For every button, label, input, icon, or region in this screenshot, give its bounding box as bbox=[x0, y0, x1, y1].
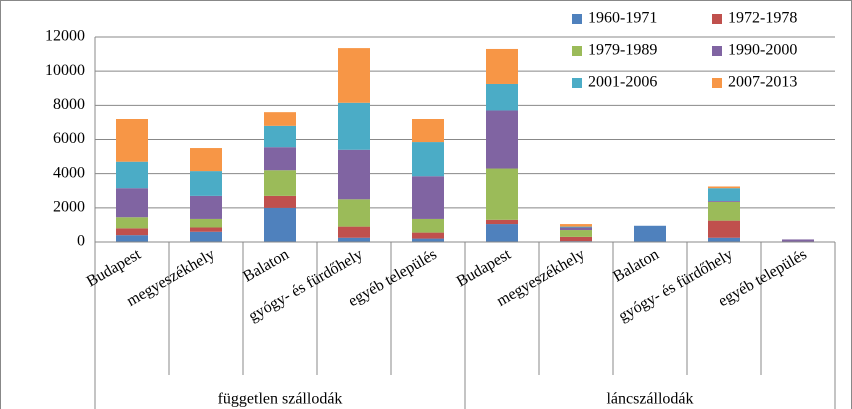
bar-segment bbox=[412, 238, 444, 242]
bar-segment bbox=[338, 237, 370, 242]
legend-swatch bbox=[572, 14, 582, 24]
bar-segment bbox=[412, 232, 444, 239]
legend-swatch bbox=[572, 78, 582, 88]
bar-segment bbox=[486, 83, 518, 111]
bar-segment bbox=[116, 161, 148, 189]
bar-segment bbox=[338, 102, 370, 150]
bar-segment bbox=[634, 225, 666, 242]
bar-segment bbox=[560, 224, 592, 227]
x-tick-label: Balaton bbox=[240, 246, 292, 286]
bar-segment bbox=[486, 48, 518, 84]
legend-label: 2007-2013 bbox=[728, 74, 797, 91]
bar-segment bbox=[190, 171, 222, 196]
legend-label: 2001-2006 bbox=[588, 74, 657, 91]
bar-segment bbox=[412, 176, 444, 219]
legend-label: 1990-2000 bbox=[728, 42, 797, 59]
bar-segment bbox=[338, 199, 370, 227]
bar-segment bbox=[412, 119, 444, 143]
bar-segment bbox=[116, 217, 148, 229]
x-tick-label: Budapest bbox=[84, 246, 145, 291]
bar-segment bbox=[190, 227, 222, 232]
bar-segment bbox=[708, 220, 740, 238]
bar-segment bbox=[708, 186, 740, 189]
legend-label: 1972-1978 bbox=[728, 10, 797, 27]
y-tick-label: 4000 bbox=[53, 164, 85, 181]
legend-label: 1979-1989 bbox=[588, 42, 657, 59]
bar-segment bbox=[264, 195, 296, 208]
y-tick-label: 8000 bbox=[53, 96, 85, 113]
bar-segment bbox=[116, 235, 148, 242]
bar-segment bbox=[264, 147, 296, 171]
legend-swatch bbox=[572, 46, 582, 56]
bar-segment bbox=[560, 236, 592, 242]
bar-segment bbox=[338, 149, 370, 200]
bar-segment bbox=[412, 218, 444, 233]
bar-segment bbox=[264, 112, 296, 126]
bar-segment bbox=[264, 170, 296, 196]
bar-segment bbox=[486, 110, 518, 169]
bar-segment bbox=[264, 125, 296, 148]
bar-segment bbox=[190, 231, 222, 242]
bar-segment bbox=[486, 219, 518, 225]
legend-label: 1960-1971 bbox=[588, 10, 657, 27]
bar-segment bbox=[708, 237, 740, 242]
legend-swatch bbox=[712, 46, 722, 56]
bar-segment bbox=[116, 228, 148, 236]
y-tick-label: 12000 bbox=[45, 28, 85, 45]
x-tick-label: Budapest bbox=[454, 246, 515, 291]
bar-segment bbox=[116, 119, 148, 162]
bar-segment bbox=[338, 226, 370, 238]
bar-segment bbox=[264, 207, 296, 242]
bar-segment bbox=[190, 195, 222, 219]
y-tick-label: 0 bbox=[77, 233, 85, 250]
bar-segment bbox=[708, 188, 740, 201]
legend-swatch bbox=[712, 78, 722, 88]
y-tick-label: 6000 bbox=[53, 130, 85, 147]
bar-segment bbox=[708, 201, 740, 221]
bar-segment bbox=[338, 48, 370, 103]
bar-segment bbox=[190, 218, 222, 228]
bar-segment bbox=[708, 201, 740, 202]
x-tick-label: Balaton bbox=[610, 246, 662, 286]
bar-segment bbox=[486, 224, 518, 242]
bar-segment bbox=[560, 230, 592, 237]
bar-segment bbox=[560, 226, 592, 228]
bar-segment bbox=[782, 239, 814, 242]
bar-segment bbox=[116, 188, 148, 218]
group-label: láncszállodák bbox=[606, 391, 693, 408]
bar-segment bbox=[560, 227, 592, 231]
group-label: független szállodák bbox=[218, 391, 343, 408]
y-tick-label: 2000 bbox=[53, 199, 85, 216]
y-tick-label: 10000 bbox=[45, 62, 85, 79]
legend-swatch bbox=[712, 14, 722, 24]
bar-segment bbox=[486, 168, 518, 220]
bar-segment bbox=[190, 148, 222, 172]
bar-segment bbox=[412, 142, 444, 177]
